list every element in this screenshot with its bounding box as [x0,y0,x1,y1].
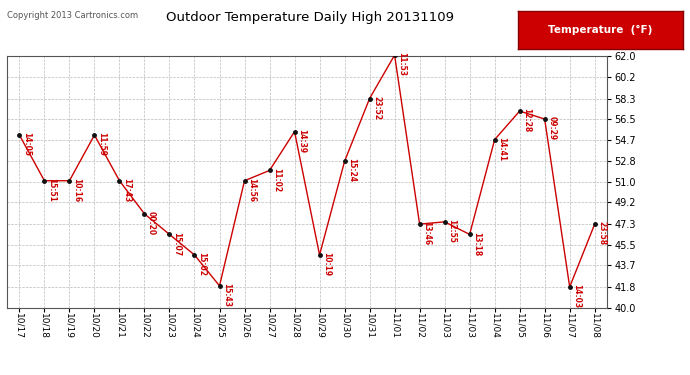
Text: 14:41: 14:41 [497,137,506,161]
Text: Copyright 2013 Cartronics.com: Copyright 2013 Cartronics.com [7,11,138,20]
Text: 15:24: 15:24 [347,159,356,183]
Text: 13:18: 13:18 [472,231,481,256]
Text: 11:02: 11:02 [272,168,281,192]
Text: Outdoor Temperature Daily High 20131109: Outdoor Temperature Daily High 20131109 [166,11,455,24]
Text: 15:07: 15:07 [172,231,181,256]
Text: 23:52: 23:52 [372,96,381,120]
Text: 09:29: 09:29 [547,116,556,140]
Text: 13:46: 13:46 [422,221,431,245]
Text: 14:39: 14:39 [297,129,306,153]
Text: 10:16: 10:16 [72,178,81,202]
Text: 12:28: 12:28 [522,108,531,132]
Text: 12:55: 12:55 [447,219,456,243]
Text: 00:20: 00:20 [147,211,156,235]
Text: 10:19: 10:19 [322,252,331,276]
Text: 15:51: 15:51 [47,178,56,202]
Text: 23:58: 23:58 [598,221,607,245]
Text: 17:43: 17:43 [122,178,131,202]
Text: 14:05: 14:05 [22,132,31,156]
Text: 11:59: 11:59 [97,132,106,156]
Text: 14:56: 14:56 [247,178,256,202]
Text: 15:02: 15:02 [197,252,206,276]
Text: 11:53: 11:53 [397,52,406,76]
Text: Temperature  (°F): Temperature (°F) [548,25,653,35]
Text: 14:03: 14:03 [572,284,581,308]
Text: 15:43: 15:43 [222,283,231,307]
